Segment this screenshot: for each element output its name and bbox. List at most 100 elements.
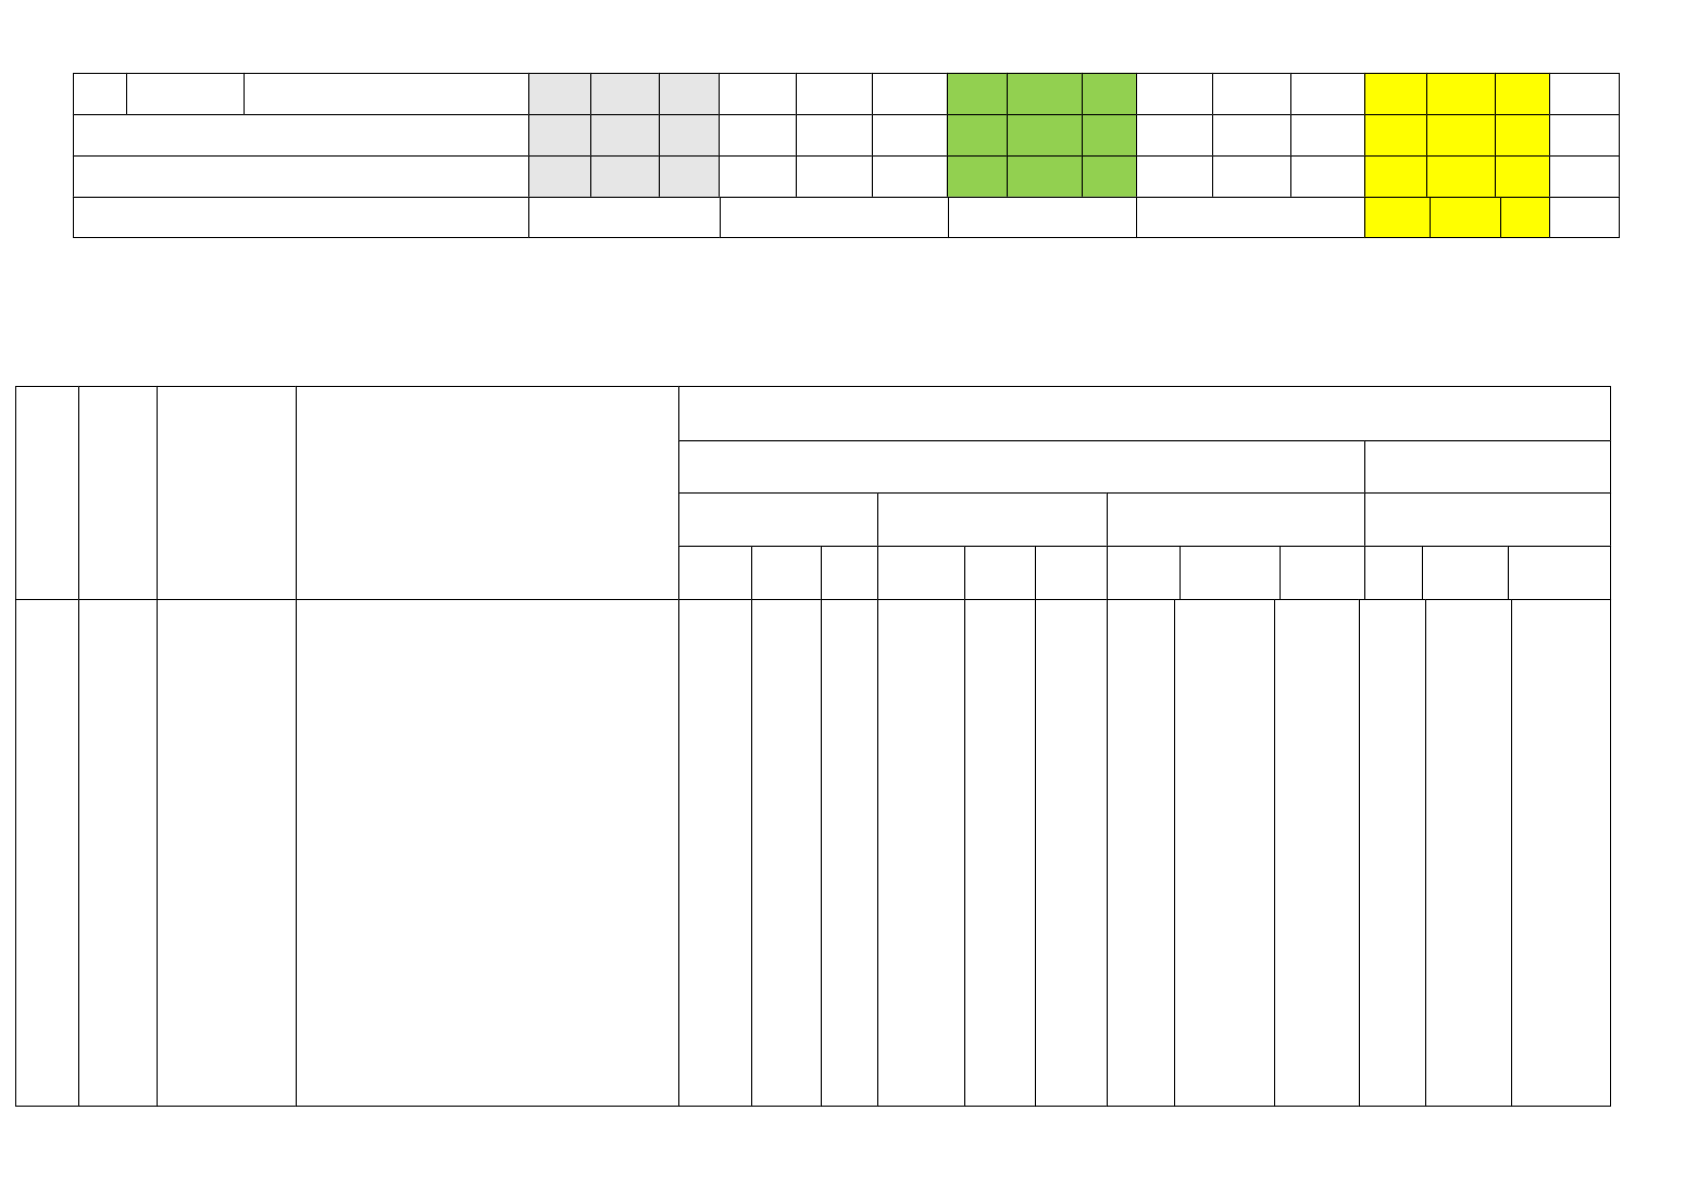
column-header-cell[interactable] <box>877 545 966 601</box>
summary-cell[interactable] <box>243 72 530 116</box>
summary-total-cell[interactable] <box>1549 196 1620 239</box>
summary-cell[interactable] <box>1426 72 1496 116</box>
summary-total-cell[interactable] <box>1500 196 1551 239</box>
summary-cell[interactable] <box>946 114 1008 157</box>
body-cell[interactable] <box>820 598 879 1107</box>
summary-total-cell[interactable] <box>1429 196 1502 239</box>
summary-cell[interactable] <box>795 114 873 157</box>
body-cell[interactable] <box>1106 598 1176 1107</box>
body-cell[interactable] <box>1425 598 1513 1107</box>
header-cell[interactable] <box>78 385 158 601</box>
summary-cell[interactable] <box>871 72 948 116</box>
summary-cell[interactable] <box>1081 155 1138 198</box>
header-cell[interactable] <box>15 385 80 601</box>
column-header-cell[interactable] <box>1106 545 1181 601</box>
body-cell[interactable] <box>1511 598 1612 1107</box>
summary-cell[interactable] <box>871 114 948 157</box>
summary-cell[interactable] <box>658 114 720 157</box>
summary-cell[interactable] <box>718 155 797 198</box>
summary-total-cell[interactable] <box>1136 196 1366 239</box>
summary-cell[interactable] <box>1081 72 1138 116</box>
summary-cell[interactable] <box>658 72 720 116</box>
column-header-cell[interactable] <box>964 545 1037 601</box>
summary-cell[interactable] <box>1212 72 1292 116</box>
column-header-cell[interactable] <box>820 545 879 601</box>
body-cell[interactable] <box>295 598 680 1107</box>
summary-cell[interactable] <box>1290 114 1366 157</box>
summary-cell[interactable] <box>1549 155 1620 198</box>
body-cell[interactable] <box>1174 598 1276 1107</box>
body-cell[interactable] <box>78 598 158 1107</box>
summary-cell[interactable] <box>126 72 245 116</box>
summary-cell[interactable] <box>1290 155 1366 198</box>
body-cell[interactable] <box>1358 598 1427 1107</box>
summary-cell[interactable] <box>1364 72 1428 116</box>
summary-cell[interactable] <box>528 72 592 116</box>
body-cell[interactable] <box>678 598 753 1107</box>
summary-cell[interactable] <box>946 72 1008 116</box>
body-cell[interactable] <box>751 598 822 1107</box>
summary-cell[interactable] <box>1006 114 1083 157</box>
summary-cell[interactable] <box>1364 155 1428 198</box>
summary-cell[interactable] <box>1549 114 1620 157</box>
summary-cell[interactable] <box>1212 114 1292 157</box>
column-header-cell[interactable] <box>751 545 822 601</box>
summary-cell[interactable] <box>871 155 948 198</box>
header-subgroup-cell[interactable] <box>1364 440 1612 494</box>
header-subgroup-cell[interactable] <box>1106 492 1366 547</box>
column-header-cell[interactable] <box>678 545 753 601</box>
summary-total-cell[interactable] <box>947 196 1138 239</box>
summary-total-cell[interactable] <box>528 196 721 239</box>
header-cell[interactable] <box>156 385 297 601</box>
summary-cell[interactable] <box>946 155 1008 198</box>
summary-cell[interactable] <box>1494 114 1551 157</box>
summary-cell[interactable] <box>1426 155 1496 198</box>
summary-cell[interactable] <box>1006 72 1083 116</box>
summary-cell[interactable] <box>718 72 797 116</box>
body-cell[interactable] <box>964 598 1037 1107</box>
summary-cell[interactable] <box>1081 114 1138 157</box>
summary-cell[interactable] <box>1364 114 1428 157</box>
column-header-cell[interactable] <box>1279 545 1366 601</box>
header-subgroup-cell[interactable] <box>1364 492 1612 547</box>
header-subgroup-cell[interactable] <box>877 492 1108 547</box>
header-subgroup-cell[interactable] <box>678 440 1366 494</box>
body-cell[interactable] <box>1034 598 1108 1107</box>
column-header-cell[interactable] <box>1507 545 1612 601</box>
summary-cell[interactable] <box>1136 114 1214 157</box>
summary-cell[interactable] <box>1212 155 1292 198</box>
summary-label-cell[interactable] <box>72 155 530 198</box>
column-header-cell[interactable] <box>1364 545 1424 601</box>
summary-cell[interactable] <box>1494 72 1551 116</box>
summary-total-cell[interactable] <box>1364 196 1431 239</box>
summary-cell[interactable] <box>1136 155 1214 198</box>
body-cell[interactable] <box>877 598 966 1107</box>
summary-cell[interactable] <box>528 114 592 157</box>
summary-cell[interactable] <box>1549 72 1620 116</box>
summary-total-cell[interactable] <box>72 196 530 239</box>
summary-cell[interactable] <box>1494 155 1551 198</box>
summary-cell[interactable] <box>72 72 128 116</box>
summary-cell[interactable] <box>718 114 797 157</box>
summary-cell[interactable] <box>1290 72 1366 116</box>
body-cell[interactable] <box>1274 598 1360 1107</box>
summary-total-cell[interactable] <box>719 196 950 239</box>
summary-cell[interactable] <box>1006 155 1083 198</box>
header-subgroup-cell[interactable] <box>678 492 879 547</box>
summary-cell[interactable] <box>590 72 660 116</box>
header-group-cell[interactable] <box>678 385 1612 442</box>
summary-cell[interactable] <box>590 114 660 157</box>
summary-label-cell[interactable] <box>72 114 530 157</box>
summary-cell[interactable] <box>528 155 592 198</box>
summary-cell[interactable] <box>795 155 873 198</box>
summary-cell[interactable] <box>795 72 873 116</box>
column-header-cell[interactable] <box>1179 545 1281 601</box>
header-cell[interactable] <box>295 385 680 601</box>
column-header-cell[interactable] <box>1034 545 1108 601</box>
body-cell[interactable] <box>156 598 297 1107</box>
summary-cell[interactable] <box>1136 72 1214 116</box>
summary-cell[interactable] <box>590 155 660 198</box>
summary-cell[interactable] <box>658 155 720 198</box>
body-cell[interactable] <box>15 598 80 1107</box>
summary-cell[interactable] <box>1426 114 1496 157</box>
